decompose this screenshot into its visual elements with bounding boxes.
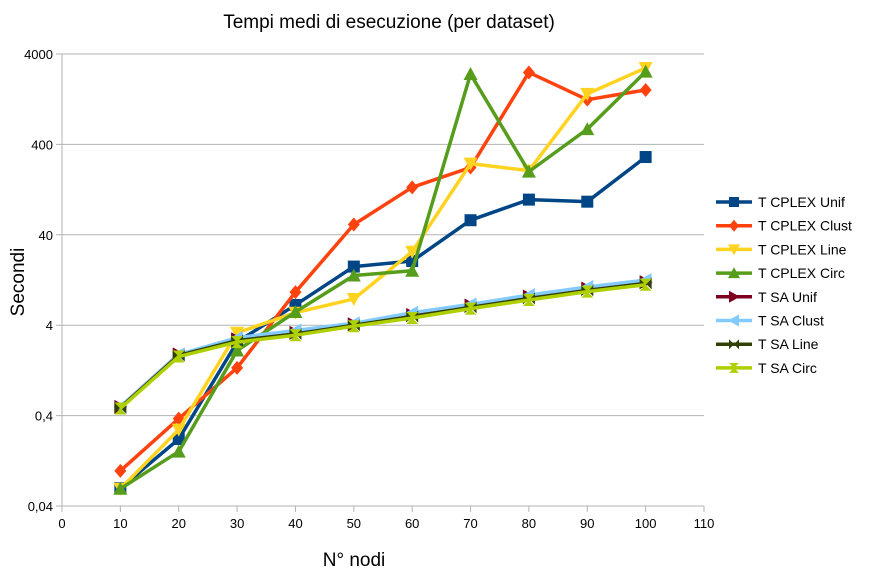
series-t-sa-circ (114, 278, 652, 415)
legend-marker-t-sa-unif (729, 290, 740, 303)
x-tick-label: 0 (58, 516, 65, 531)
legend-label-t-sa-circ: T SA Circ (758, 360, 817, 376)
series-line-t-cplex-unif (119, 155, 647, 490)
data-point-t-sa-circ (231, 336, 244, 349)
data-point-t-cplex-line (171, 423, 186, 437)
legend-item-t-sa-clust: T SA Clust (716, 313, 824, 329)
data-point-t-cplex-clust (231, 360, 244, 375)
data-point-t-cplex-line (230, 326, 245, 340)
axes: 0,04 0,4 4 40 400 4000 0 10 20 30 40 50 60 70 80 90 100 1… (24, 47, 714, 531)
data-point-t-cplex-unif (464, 214, 477, 227)
data-point-t-cplex-circ (580, 122, 595, 136)
data-point-t-cplex-clust (289, 285, 302, 300)
legend-item-t-sa-unif: T SA Unif (716, 289, 817, 305)
legend-item-t-cplex-line: T CPLEX Line (716, 241, 847, 257)
legend-item-t-cplex-circ: T CPLEX Circ (716, 265, 845, 281)
data-point-t-sa-circ (406, 312, 419, 325)
legend-marker-t-sa-clust (728, 314, 739, 327)
data-point-t-sa-circ (522, 294, 535, 307)
legend-item-t-cplex-unif: T CPLEX Unif (716, 194, 845, 210)
legend-label-t-cplex-unif: T CPLEX Unif (758, 194, 845, 210)
data-point-t-cplex-unif (639, 151, 652, 164)
data-point-t-cplex-line (346, 292, 361, 306)
data-point-t-cplex-unif (581, 195, 594, 208)
x-tick-label: 50 (347, 516, 361, 531)
y-tick-label: 40 (39, 228, 53, 243)
x-tick-label: 80 (522, 516, 536, 531)
gridlines (56, 53, 704, 507)
series-line-t-cplex-clust (119, 70, 646, 473)
y-axis-title: Secondi (8, 248, 29, 317)
data-point-t-cplex-line (463, 157, 478, 171)
data-point-t-cplex-circ (346, 268, 361, 282)
data-point-t-cplex-clust (347, 217, 360, 232)
y-tick-label: 400 (31, 137, 53, 152)
y-tick-label: 4000 (24, 47, 53, 62)
chart-title: Tempi medi di esecuzione (per dataset) (223, 12, 555, 33)
legend-label-t-cplex-circ: T CPLEX Circ (758, 265, 845, 281)
data-point-t-sa-circ (464, 302, 477, 315)
data-point-t-sa-circ (347, 320, 360, 333)
x-axis-title: N° nodi (323, 550, 386, 571)
legend-item-t-sa-circ: T SA Circ (716, 360, 817, 376)
data-point-t-sa-circ (639, 278, 652, 291)
legend-marker-t-cplex-circ (728, 267, 740, 279)
legend-label-t-sa-unif: T SA Unif (758, 289, 817, 305)
data-point-t-cplex-circ (405, 263, 420, 277)
data-point-t-cplex-circ (521, 164, 536, 178)
legend-label-t-sa-line: T SA Line (758, 336, 819, 352)
x-tick-label: 100 (635, 516, 657, 531)
legend-label-t-sa-clust: T SA Clust (758, 313, 824, 329)
data-point-t-cplex-clust (114, 463, 127, 478)
data-point-t-cplex-clust (522, 65, 535, 80)
legend-marker-t-cplex-line (728, 244, 740, 256)
x-tick-label: 110 (694, 516, 715, 531)
legend-marker-t-sa-circ (729, 362, 739, 373)
data-point-t-cplex-clust (639, 82, 652, 97)
data-point-t-sa-circ (581, 285, 594, 298)
data-point-t-cplex-unif (522, 193, 535, 206)
x-tick-label: 20 (171, 516, 185, 531)
data-point-t-cplex-circ (230, 343, 245, 357)
data-point-t-sa-circ (114, 402, 127, 415)
series-t-cplex-unif (114, 151, 652, 495)
x-tick-label: 30 (230, 516, 244, 531)
data-point-t-cplex-unif (172, 433, 185, 446)
series-line-t-sa-circ (119, 283, 646, 410)
series-line-t-sa-clust (119, 278, 646, 409)
data-point-t-cplex-circ (288, 304, 303, 318)
legend: T CPLEX Unif T CPLEX Clust T CPLEX Line T C… (716, 194, 852, 376)
legend-marker-t-cplex-unif (729, 197, 739, 207)
y-tick-label: 0,4 (35, 409, 53, 424)
data-point-t-sa-circ (172, 350, 185, 363)
data-point-t-sa-circ (289, 329, 302, 342)
x-tick-label: 10 (113, 516, 127, 531)
legend-label-t-cplex-clust: T CPLEX Clust (758, 218, 852, 234)
data-point-t-cplex-clust (406, 180, 419, 195)
data-point-t-cplex-circ (171, 444, 186, 458)
data-point-t-cplex-circ (638, 64, 653, 78)
data-point-t-cplex-circ (113, 481, 128, 495)
x-tick-label: 90 (580, 516, 594, 531)
legend-label-t-cplex-line: T CPLEX Line (758, 241, 847, 257)
data-point-t-cplex-circ (463, 67, 478, 81)
x-tick-label: 70 (463, 516, 477, 531)
legend-item-t-cplex-clust: T CPLEX Clust (716, 218, 852, 234)
data-point-t-cplex-unif (347, 260, 360, 273)
legend-marker-t-sa-line (729, 339, 739, 350)
legend-marker-t-cplex-clust (729, 219, 739, 232)
data-point-t-cplex-line (405, 245, 420, 259)
series-line-t-cplex-circ (119, 70, 647, 491)
x-tick-label: 40 (288, 516, 302, 531)
data-point-t-cplex-line (580, 87, 595, 101)
legend-item-t-sa-line: T SA Line (716, 336, 819, 352)
y-tick-label: 4 (46, 318, 53, 333)
series-lines (113, 62, 653, 496)
series-line-t-cplex-line (119, 66, 647, 491)
series-t-cplex-circ (113, 64, 653, 495)
y-tick-label: 0,04 (28, 499, 53, 514)
x-tick-label: 60 (405, 516, 419, 531)
